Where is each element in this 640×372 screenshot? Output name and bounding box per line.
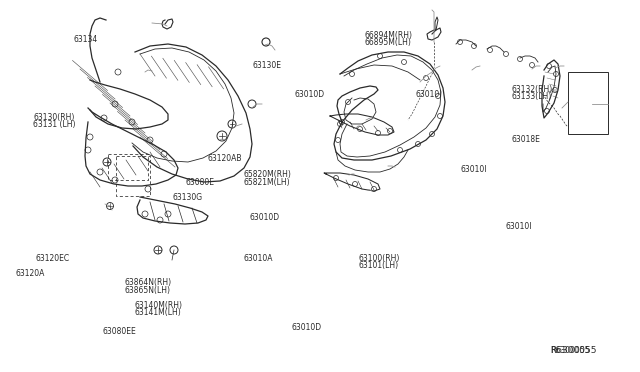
Text: 63018E: 63018E <box>512 135 541 144</box>
Text: 63140M(RH): 63140M(RH) <box>134 301 182 310</box>
Text: R6300055: R6300055 <box>550 346 590 355</box>
Text: 63134: 63134 <box>74 35 98 44</box>
Text: 63865N(LH): 63865N(LH) <box>125 286 171 295</box>
Text: 63141M(LH): 63141M(LH) <box>134 308 181 317</box>
Bar <box>568 72 608 134</box>
Text: 63010I: 63010I <box>416 90 442 99</box>
Text: 65820M(RH): 65820M(RH) <box>243 170 291 179</box>
Text: 63010I: 63010I <box>506 222 532 231</box>
Text: 63120EC: 63120EC <box>35 254 69 263</box>
Text: 63080EE: 63080EE <box>102 327 136 336</box>
Text: 63101(LH): 63101(LH) <box>358 262 399 270</box>
Text: 63010I: 63010I <box>461 165 487 174</box>
Text: 63120AB: 63120AB <box>208 154 243 163</box>
Text: 63132(RH): 63132(RH) <box>512 85 553 94</box>
Text: 63010A: 63010A <box>243 254 273 263</box>
Text: 63120A: 63120A <box>16 269 45 278</box>
Text: 63130E: 63130E <box>253 61 282 70</box>
Text: 63010D: 63010D <box>250 213 280 222</box>
Text: 63080E: 63080E <box>186 178 214 187</box>
Text: R6300055: R6300055 <box>550 346 597 355</box>
Text: 63130G: 63130G <box>173 193 203 202</box>
Text: 63010D: 63010D <box>294 90 324 99</box>
Text: 63133(LH): 63133(LH) <box>512 92 552 101</box>
Text: 63100(RH): 63100(RH) <box>358 254 400 263</box>
Text: 65821M(LH): 65821M(LH) <box>243 178 290 187</box>
Text: 66895M(LH): 66895M(LH) <box>365 38 412 47</box>
Text: 63130(RH): 63130(RH) <box>33 113 75 122</box>
Text: 63864N(RH): 63864N(RH) <box>125 278 172 287</box>
Text: 66894M(RH): 66894M(RH) <box>365 31 413 40</box>
Text: 63010D: 63010D <box>291 323 321 332</box>
Text: 63131 (LH): 63131 (LH) <box>33 120 76 129</box>
